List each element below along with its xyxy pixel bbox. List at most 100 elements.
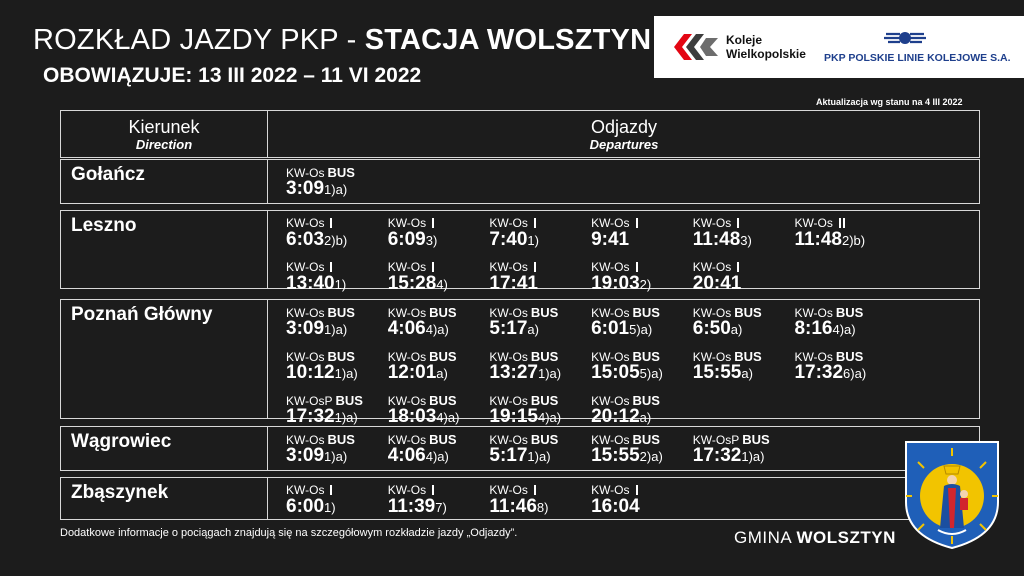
departure-entry: KW-Os BUS 6:50a) — [688, 302, 790, 346]
departure-time-block: 19:154)a) — [489, 406, 561, 428]
departure-entry: KW-Os 7:401) — [484, 213, 586, 257]
train-category: KW-Os — [388, 483, 435, 497]
train-category: KW-Os BUS — [388, 349, 457, 364]
departure-time: 17:32 — [692, 445, 742, 466]
footnote-marker: 1) — [527, 233, 539, 248]
platform-marker-icon — [634, 216, 638, 230]
train-category: KW-Os BUS — [794, 305, 863, 320]
marker-bar — [330, 218, 333, 228]
train-type: KW-Os — [591, 483, 630, 497]
train-type: KW-Os — [591, 350, 630, 364]
departure-entry: KW-Os BUS 19:154)a) — [484, 390, 586, 434]
departure-entry: KW-Os BUS 17:326)a) — [789, 346, 891, 390]
train-category: KW-Os — [489, 483, 536, 497]
departure-entry: KW-Os BUS 4:064)a) — [383, 302, 485, 346]
footnote-marker: 1)a) — [324, 182, 348, 197]
footnote-marker: 1)a) — [324, 322, 348, 337]
timetable-row: Leszno KW-Os 6:032)b) KW-Os 6:093) KW-Os 7:401… — [60, 210, 980, 294]
departure-time: 13:40 — [286, 273, 335, 294]
platform-marker-icon — [634, 260, 638, 274]
train-type: KW-Os — [286, 433, 325, 447]
platform-marker-icon — [532, 483, 536, 497]
departure-time-block: 4:064)a) — [388, 318, 449, 340]
departure-entry: KW-OsP BUS 17:321)a) — [688, 429, 790, 473]
train-category: KW-Os — [286, 216, 333, 230]
train-type: KW-Os — [692, 350, 732, 364]
train-category: KW-Os BUS — [388, 305, 457, 320]
column-divider — [267, 478, 268, 519]
kw-line1: Koleje — [726, 33, 763, 47]
departure-time: 11:39 — [387, 496, 436, 517]
departure-time: 11:48 — [692, 229, 741, 250]
departure-entry: KW-OsP BUS 17:321)a) — [281, 390, 383, 434]
train-type: KW-Os — [591, 216, 630, 230]
validity-period: OBOWIĄZUJE: 13 III 2022 – 11 VI 2022 — [43, 64, 422, 87]
marker-bar — [635, 218, 638, 228]
bus-suffix: BUS — [530, 393, 559, 408]
bus-suffix: BUS — [632, 305, 660, 320]
departure-time-block: 20:12a) — [591, 406, 651, 428]
update-note: Aktualizacja wg stanu na 4 III 2022 — [816, 97, 963, 107]
train-category: KW-Os BUS — [489, 305, 558, 320]
departure-entry: KW-Os 20:41 — [688, 257, 790, 301]
departures-list: KW-Os 6:001) KW-Os 11:397) KW-Os 11:468) KW-Os… — [281, 480, 981, 524]
platform-marker-icon — [328, 483, 333, 497]
departure-time-block: 7:401) — [489, 229, 539, 251]
footnote-marker: a) — [436, 366, 448, 381]
departure-time-block: 6:015)a) — [591, 318, 652, 340]
gmina-label: GMINA WOLSZTYN — [734, 528, 896, 548]
departure-time-block: 3:091)a) — [286, 178, 347, 200]
column-divider — [267, 160, 268, 203]
departure-time: 8:16 — [794, 318, 833, 339]
timetable-row: Wągrowiec KW-Os BUS 3:091)a) KW-Os BUS 4:064)a… — [60, 426, 980, 471]
departure-time: 6:03 — [286, 229, 325, 250]
footnote-marker: a) — [639, 410, 652, 425]
bus-suffix: BUS — [734, 305, 762, 320]
pkp-plk-logo — [884, 32, 926, 44]
footnote-marker: 3) — [740, 233, 752, 248]
column-divider — [267, 427, 268, 470]
departure-time-block: 13:401) — [286, 273, 346, 295]
train-type: KW-Os — [794, 216, 833, 230]
train-category: KW-Os — [794, 216, 845, 230]
logos-banner: Koleje Wielkopolskie PKP POLSKIE LINIE K… — [654, 16, 1024, 78]
footnote-marker: 6)a) — [843, 366, 867, 381]
departure-entry: KW-Os BUS 8:164)a) — [789, 302, 891, 346]
footnote-marker: 4)a) — [436, 410, 460, 425]
departure-entry: KW-Os 11:468) — [484, 480, 586, 524]
departure-entry: KW-Os 11:397) — [383, 480, 485, 524]
direction-label: Kierunek — [128, 117, 200, 137]
train-type: KW-Os — [591, 306, 630, 320]
footnote-marker: 4)a) — [537, 410, 562, 425]
train-type: KW-OsP — [286, 394, 333, 408]
train-category: KW-Os — [591, 483, 638, 497]
train-type: KW-Os — [591, 394, 630, 408]
train-category: KW-Os BUS — [388, 393, 457, 408]
departure-entry: KW-Os BUS 3:091)a) — [281, 302, 383, 346]
departure-entry: KW-Os 13:401) — [281, 257, 383, 301]
train-type: KW-Os — [692, 306, 732, 320]
departure-time-block: 8:164)a) — [794, 318, 855, 340]
train-type: KW-Os — [489, 394, 528, 408]
train-category: KW-Os BUS — [591, 432, 660, 447]
departure-entry: KW-Os BUS 13:271)a) — [484, 346, 586, 390]
footnote-marker: 4)a) — [832, 322, 856, 337]
bus-suffix: BUS — [632, 432, 660, 447]
footnote-marker: a) — [730, 322, 743, 337]
departure-entry: KW-Os BUS 18:034)a) — [383, 390, 485, 434]
train-type: KW-Os — [387, 216, 427, 230]
departure-time: 15:55 — [692, 362, 742, 383]
departure-time: 5:17 — [489, 318, 528, 339]
train-category: KW-Os — [388, 260, 435, 274]
departure-time-block: 3:091)a) — [286, 445, 347, 467]
departure-entry: KW-Os 6:032)b) — [281, 213, 383, 257]
bus-suffix: BUS — [429, 393, 457, 408]
column-divider — [267, 111, 268, 157]
train-type: KW-Os — [387, 350, 427, 364]
departure-entry: KW-Os 16:04 — [586, 480, 688, 524]
departure-time: 3:09 — [286, 178, 325, 199]
marker-bar — [842, 218, 845, 228]
departure-time: 16:04 — [591, 496, 640, 517]
marker-bar — [533, 262, 536, 272]
column-divider — [267, 300, 268, 418]
